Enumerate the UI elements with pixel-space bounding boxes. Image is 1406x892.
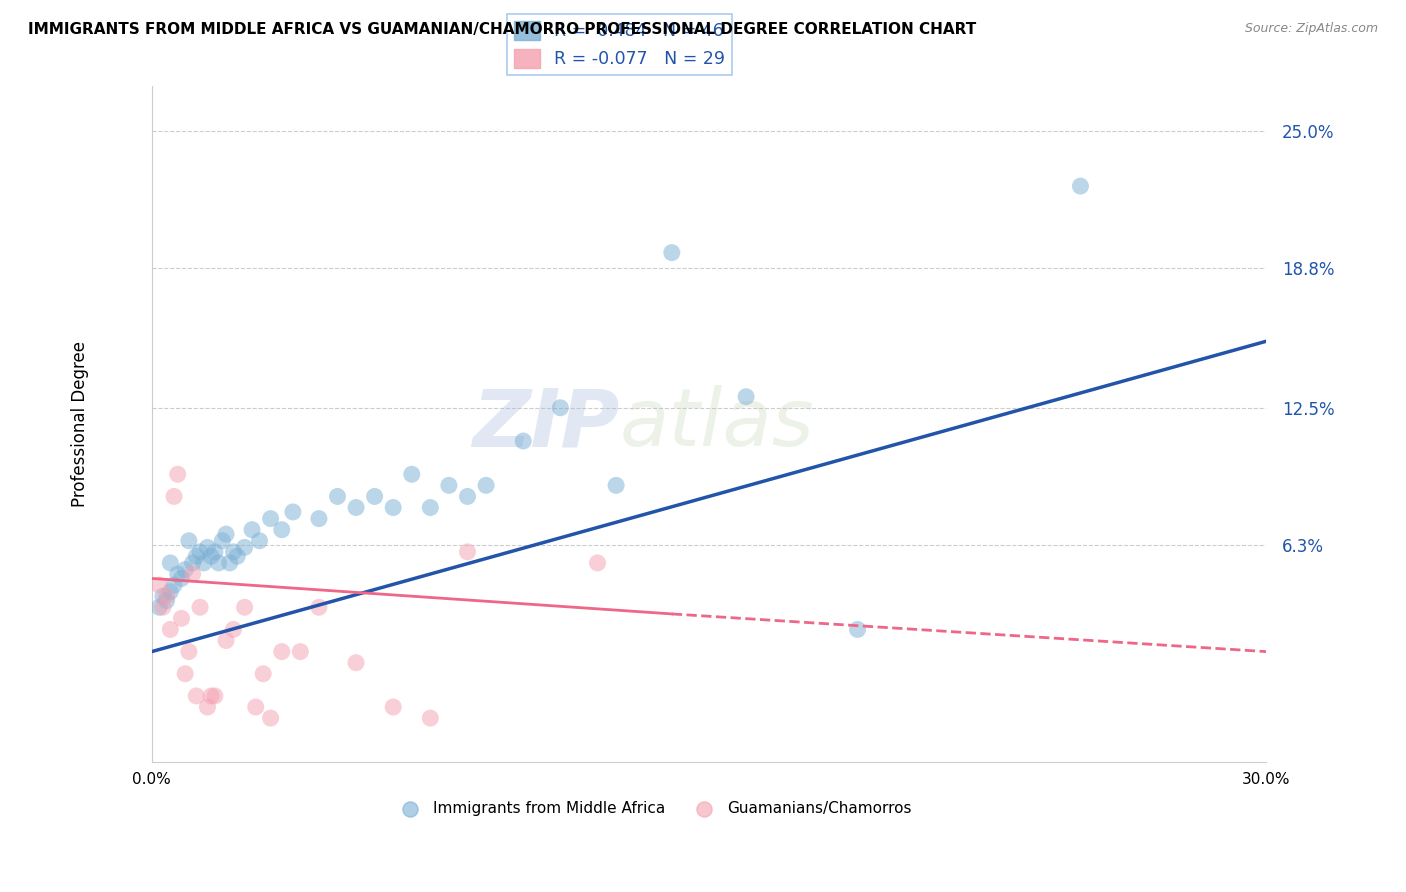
Point [382, 500, 405, 515]
Point [512, 434, 534, 448]
Point [200, 689, 222, 703]
Point [259, 711, 281, 725]
Point [222, 545, 245, 559]
Point [290, 644, 312, 658]
Point [152, 600, 174, 615]
Point [249, 533, 271, 548]
Point [163, 490, 186, 504]
Point [170, 611, 193, 625]
Point [382, 700, 405, 714]
Point [148, 578, 170, 592]
Point [215, 527, 238, 541]
Point [419, 500, 441, 515]
Point [174, 563, 197, 577]
Point [181, 567, 204, 582]
Point [270, 644, 292, 658]
Point [174, 666, 197, 681]
Point [259, 511, 281, 525]
Point [166, 567, 188, 582]
Point [215, 633, 238, 648]
Point [475, 478, 498, 492]
Point [170, 571, 193, 585]
Point [211, 533, 233, 548]
Point [188, 545, 211, 559]
Point [456, 545, 478, 559]
Point [155, 593, 177, 607]
Point [233, 600, 256, 615]
Point [197, 541, 219, 555]
Point [218, 556, 240, 570]
Point [661, 245, 683, 260]
Point [159, 556, 181, 570]
Point [188, 600, 211, 615]
Point [586, 556, 609, 570]
Point [152, 589, 174, 603]
Point [550, 401, 572, 415]
Point [605, 478, 627, 492]
Point [401, 467, 423, 482]
Point [344, 500, 367, 515]
Point [1069, 179, 1091, 194]
Point [197, 700, 219, 714]
Point [437, 478, 460, 492]
Text: ZIP: ZIP [472, 385, 620, 464]
Text: IMMIGRANTS FROM MIDDLE AFRICA VS GUAMANIAN/CHAMORRO PROFESSIONAL DEGREE CORRELAT: IMMIGRANTS FROM MIDDLE AFRICA VS GUAMANI… [28, 22, 976, 37]
Point [245, 700, 267, 714]
Text: Source: ZipAtlas.com: Source: ZipAtlas.com [1244, 22, 1378, 36]
Point [181, 556, 204, 570]
Point [193, 556, 215, 570]
Point [270, 523, 292, 537]
Legend: Immigrants from Middle Africa, Guamanians/Chamorros: Immigrants from Middle Africa, Guamanian… [389, 795, 917, 822]
Point [233, 541, 256, 555]
Point [363, 490, 385, 504]
Point [177, 533, 200, 548]
Point [735, 390, 758, 404]
Point [252, 666, 274, 681]
Point [456, 490, 478, 504]
Point [200, 549, 222, 564]
Point [344, 656, 367, 670]
Point [281, 505, 304, 519]
Point [222, 623, 245, 637]
Point [186, 549, 208, 564]
Point [207, 556, 229, 570]
Point [326, 490, 349, 504]
Point [308, 600, 330, 615]
Point [148, 600, 170, 615]
Point [159, 584, 181, 599]
Point [204, 545, 226, 559]
Point [159, 623, 181, 637]
Point [846, 623, 869, 637]
Point [419, 711, 441, 725]
Point [166, 467, 188, 482]
Point [163, 578, 186, 592]
Text: atlas: atlas [620, 385, 814, 464]
Point [204, 689, 226, 703]
Point [177, 644, 200, 658]
Point [186, 689, 208, 703]
Point [226, 549, 249, 564]
Y-axis label: Professional Degree: Professional Degree [72, 342, 89, 508]
Point [155, 589, 177, 603]
Point [308, 511, 330, 525]
Point [240, 523, 263, 537]
